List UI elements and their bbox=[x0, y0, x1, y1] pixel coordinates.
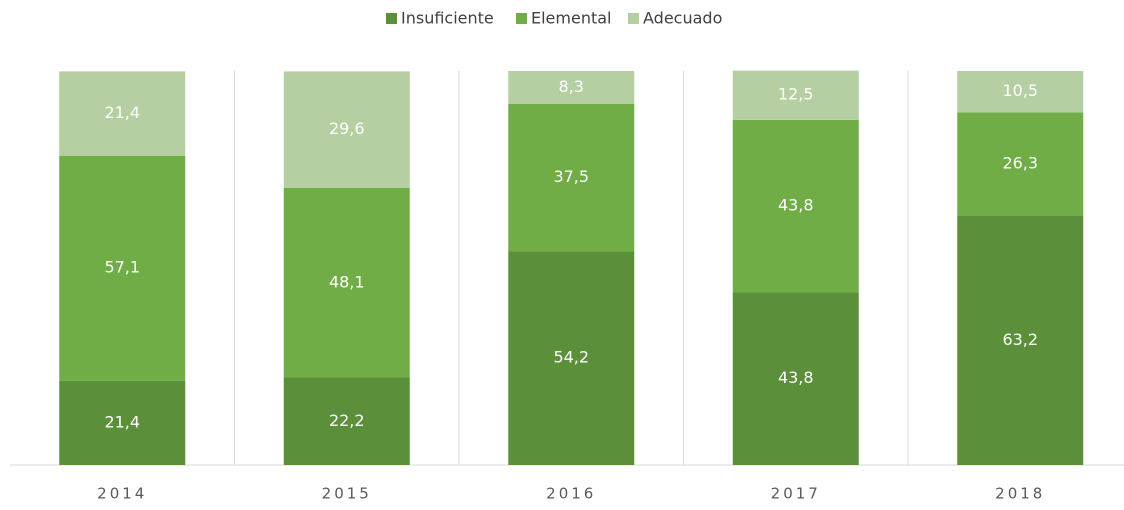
legend-swatch bbox=[386, 13, 397, 24]
bar-segment bbox=[508, 71, 635, 104]
bar-segment bbox=[957, 215, 1084, 465]
bar-segment bbox=[59, 380, 186, 465]
x-tick-label: 2018 bbox=[995, 485, 1045, 503]
data-label: 54,2 bbox=[553, 348, 589, 367]
bar-segment bbox=[732, 292, 859, 465]
bar-segment bbox=[283, 71, 410, 189]
x-tick-label: 2017 bbox=[771, 485, 821, 503]
bar-segment bbox=[283, 188, 410, 378]
data-label: 12,5 bbox=[778, 85, 814, 104]
bar-segment bbox=[508, 251, 635, 465]
bar-segment bbox=[508, 103, 635, 252]
data-label: 63,2 bbox=[1002, 330, 1038, 349]
legend-label: Insuficiente bbox=[401, 9, 494, 28]
data-label: 21,4 bbox=[104, 103, 140, 122]
data-label: 48,1 bbox=[329, 272, 365, 291]
bar-segment bbox=[732, 70, 859, 120]
bar-segment bbox=[59, 71, 186, 156]
legend-swatch bbox=[516, 13, 527, 24]
bar-segment bbox=[59, 155, 186, 381]
data-label: 29,6 bbox=[329, 119, 365, 138]
legend-swatch bbox=[628, 13, 639, 24]
bar-segment bbox=[283, 377, 410, 465]
legend-label: Adecuado bbox=[643, 9, 722, 28]
x-tick-label: 2015 bbox=[322, 485, 372, 503]
data-label: 43,8 bbox=[778, 368, 814, 387]
data-label: 21,4 bbox=[104, 412, 140, 431]
data-label: 57,1 bbox=[104, 258, 140, 277]
legend-label: Elemental bbox=[531, 9, 612, 28]
data-label: 26,3 bbox=[1002, 154, 1038, 173]
bar-segment bbox=[957, 112, 1084, 216]
data-label: 43,8 bbox=[778, 196, 814, 215]
x-tick-label: 2016 bbox=[546, 485, 596, 503]
x-tick-label: 2014 bbox=[97, 485, 147, 503]
data-label: 10,5 bbox=[1002, 81, 1038, 100]
bar-segment bbox=[732, 119, 859, 293]
bar-segment bbox=[957, 71, 1084, 113]
data-label: 37,5 bbox=[553, 167, 589, 186]
data-label: 22,2 bbox=[329, 411, 365, 430]
data-label: 8,3 bbox=[559, 77, 584, 96]
